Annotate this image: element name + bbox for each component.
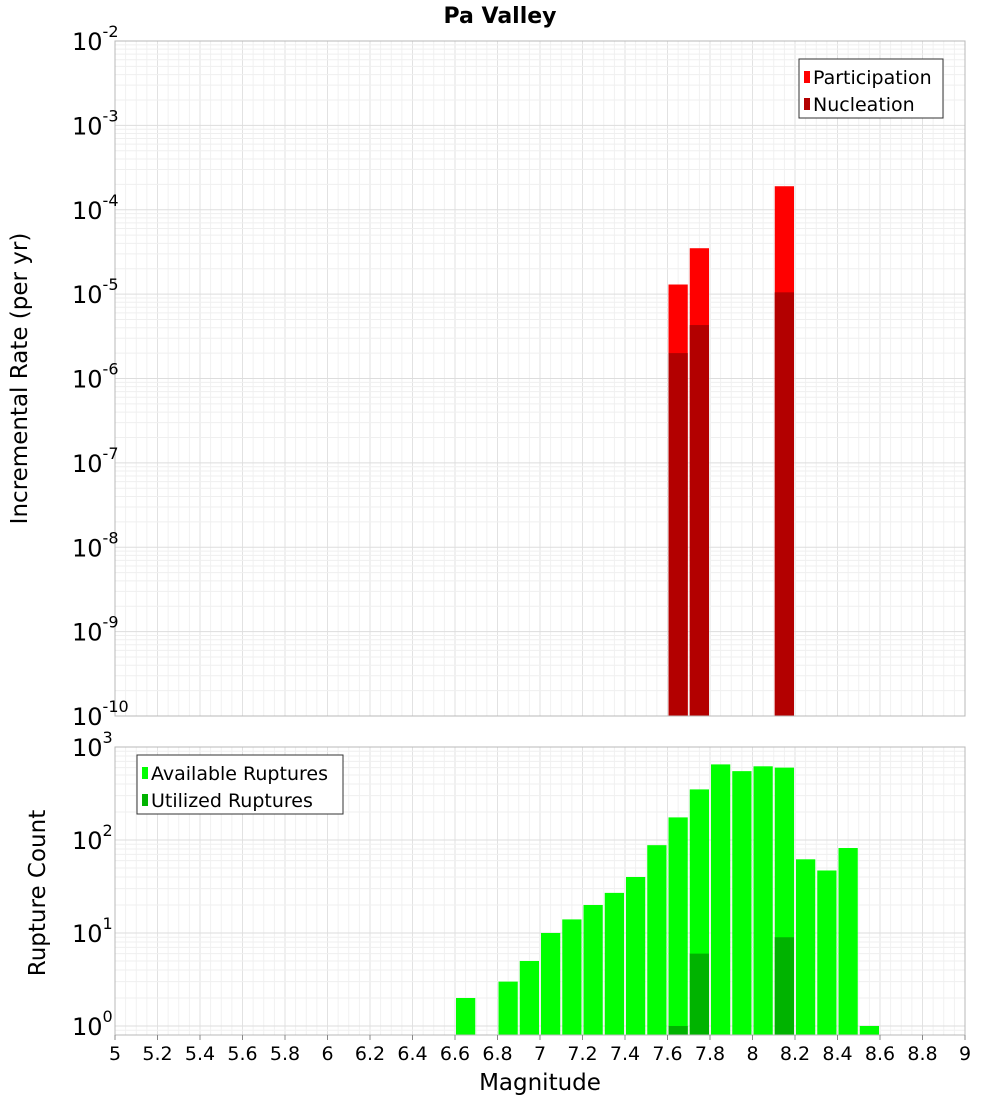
x-tick-label: 5.8 [270, 1043, 300, 1065]
count-bar-available-ruptures [859, 1025, 879, 1035]
count-bar-available-ruptures [838, 848, 858, 1035]
x-tick-label: 8 [746, 1043, 758, 1065]
x-tick-label: 7.2 [567, 1043, 597, 1065]
x-tick-label: 8.4 [822, 1043, 852, 1065]
count-bar-available-ruptures [796, 859, 816, 1035]
rate-bar-nucleation [668, 353, 688, 716]
count-legend-swatch [142, 767, 148, 779]
count-bar-available-ruptures [753, 766, 773, 1035]
rate-legend-swatch [804, 98, 810, 110]
x-tick-label: 6.4 [397, 1043, 427, 1065]
x-tick-label: 7.6 [652, 1043, 682, 1065]
count-y-ticks: 100 101 102 103 [72, 728, 113, 1041]
count-bar-available-ruptures [711, 764, 731, 1035]
chart-title: Pa Valley [443, 4, 556, 29]
x-tick-label: 8.8 [907, 1043, 937, 1065]
count-bar-available-ruptures [668, 817, 688, 1035]
x-tick-label: 9 [959, 1043, 971, 1065]
count-y-tick-label: 102 [72, 821, 113, 855]
x-tick-label: 7 [534, 1043, 546, 1065]
rate-y-tick-label: 10-10 [72, 697, 129, 731]
count-panel: 100 101 102 103 5 5.2 5.4 5.6 5.8 6 6.2 6.4 6.6 6.8 7… [25, 728, 971, 1096]
x-tick-label: 5.6 [227, 1043, 257, 1065]
rate-bars [668, 186, 794, 717]
count-bar-available-ruptures [583, 904, 603, 1035]
rate-bar-nucleation [774, 292, 794, 716]
rate-y-tick-label: 10-3 [72, 106, 119, 140]
count-y-tick-label: 101 [72, 914, 113, 948]
rate-y-tick-label: 10-4 [72, 191, 119, 225]
count-legend-label: Utilized Ruptures [151, 790, 313, 812]
rate-y-axis-label: Incremental Rate (per yr) [7, 233, 33, 525]
x-tick-label: 8.2 [780, 1043, 810, 1065]
x-tick-label: 6 [321, 1043, 333, 1065]
count-bar-available-ruptures [541, 932, 561, 1035]
rate-y-tick-label: 10-5 [72, 275, 119, 309]
count-y-tick-label: 103 [72, 728, 113, 762]
x-tick-label: 8.6 [865, 1043, 895, 1065]
magnitude-x-ticks: 5 5.2 5.4 5.6 5.8 6 6.2 6.4 6.6 6.8 7 7.2 7.4 7.6 7.8 8… [109, 1035, 971, 1065]
x-tick-label: 7.4 [610, 1043, 640, 1065]
count-bar-available-ruptures [456, 997, 476, 1035]
rate-y-tick-label: 10-6 [72, 360, 119, 394]
count-bar-available-ruptures [562, 919, 582, 1035]
count-bar-available-ruptures [519, 960, 539, 1035]
rate-gridlines [114, 40, 966, 717]
x-tick-label: 5.2 [142, 1043, 172, 1065]
rate-y-tick-label: 10-8 [72, 528, 119, 562]
rate-y-ticks: 10-10 10-9 10-8 10-7 10-6 10-5 10-4 10-3 10-2 [72, 22, 129, 731]
count-legend-box [136, 754, 344, 815]
x-tick-label: 6.2 [355, 1043, 385, 1065]
count-legend: Available Ruptures Utilized Ruptures [136, 754, 344, 815]
rate-legend-box [798, 58, 944, 119]
x-tick-label: 7.8 [695, 1043, 725, 1065]
count-bar-available-ruptures [817, 870, 837, 1035]
rate-plot-frame [114, 40, 966, 717]
rate-legend-swatch [804, 71, 810, 83]
count-bar-available-ruptures [647, 845, 667, 1035]
rate-y-tick-label: 10-9 [72, 613, 119, 647]
count-legend-swatch [142, 794, 148, 806]
count-bar-utilized-ruptures [689, 953, 709, 1035]
count-bar-available-ruptures [732, 771, 752, 1035]
count-bar-utilized-ruptures [774, 937, 794, 1035]
count-bar-available-ruptures [498, 981, 518, 1035]
x-tick-label: 5.4 [185, 1043, 215, 1065]
count-y-axis-label: Rupture Count [25, 810, 51, 976]
rate-legend-label: Participation [813, 67, 932, 89]
count-bar-available-ruptures [604, 892, 624, 1035]
x-tick-label: 6.6 [440, 1043, 470, 1065]
count-y-tick-label: 100 [72, 1007, 113, 1041]
rate-legend-label: Nucleation [813, 94, 915, 116]
rate-bar-nucleation [689, 325, 709, 716]
count-bar-utilized-ruptures [668, 1025, 688, 1035]
count-bar-available-ruptures [626, 877, 646, 1035]
rate-panel: 10-10 10-9 10-8 10-7 10-6 10-5 10-4 10-3 10-2 Pa… [7, 4, 966, 731]
x-tick-label: 5 [109, 1043, 121, 1065]
count-bars [456, 764, 879, 1035]
rate-legend: Participation Nucleation [798, 58, 944, 119]
rate-y-tick-label: 10-7 [72, 444, 119, 478]
x-tick-label: 6.8 [482, 1043, 512, 1065]
magnitude-x-axis-label: Magnitude [479, 1070, 601, 1096]
rate-y-tick-label: 10-2 [72, 22, 119, 56]
count-legend-label: Available Ruptures [151, 763, 328, 785]
